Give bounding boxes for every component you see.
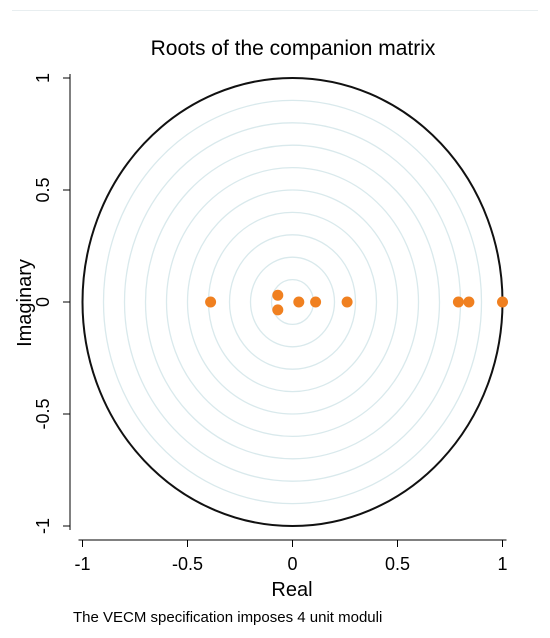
chart-title: Roots of the companion matrix	[151, 37, 436, 60]
root-point	[293, 296, 305, 308]
y-tick-label: 0.5	[33, 177, 53, 202]
y-tick-label: 0	[33, 297, 53, 307]
x-tick-label: -1	[74, 554, 90, 574]
x-tick-label: 0.5	[385, 554, 410, 574]
y-axis-label: Imaginary	[14, 259, 36, 347]
reference-circles	[102, 99, 483, 505]
axes: -1 -0.5 0 0.5 1 -1 -0.5 0 0.5 1	[33, 73, 508, 574]
root-point	[272, 289, 284, 301]
reference-circle	[228, 234, 357, 370]
x-tick-label: -0.5	[172, 554, 203, 574]
root-point	[205, 296, 217, 308]
root-point	[497, 296, 508, 308]
chart-note: The VECM specification imposes 4 unit mo…	[73, 609, 382, 626]
root-point	[463, 296, 475, 308]
x-tick-label: 0	[287, 554, 297, 574]
y-tick-label: -1	[33, 518, 53, 534]
x-tick-label: 1	[497, 554, 507, 574]
reference-circle	[270, 278, 315, 326]
reference-circle	[123, 122, 462, 482]
y-tick-label: 1	[33, 73, 53, 83]
reference-circle	[102, 99, 483, 505]
reference-circle	[186, 189, 399, 415]
root-points	[205, 289, 508, 316]
root-point	[341, 296, 353, 308]
reference-circle	[249, 256, 336, 348]
root-point	[310, 296, 322, 308]
top-divider	[12, 10, 538, 11]
root-point	[272, 304, 284, 316]
reference-circle	[165, 166, 420, 438]
x-axis-label: Real	[271, 579, 312, 601]
y-tick-label: -0.5	[33, 398, 53, 429]
root-point	[452, 296, 464, 308]
reference-circle	[144, 144, 441, 460]
